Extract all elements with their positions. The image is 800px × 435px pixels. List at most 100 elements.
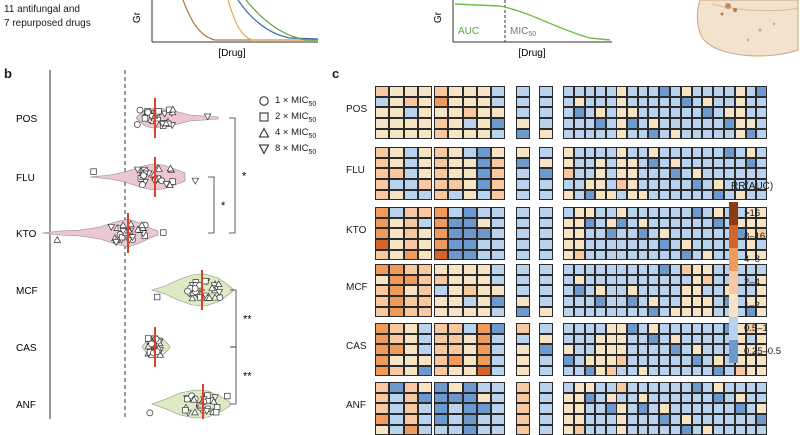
heatmap-cell bbox=[756, 207, 768, 218]
heatmap-cell bbox=[745, 179, 757, 190]
data-point-square bbox=[212, 409, 220, 416]
heatmap-cell bbox=[595, 86, 607, 97]
heatmap-cell bbox=[462, 147, 477, 158]
heatmap-cell bbox=[448, 344, 463, 356]
heatmap-cell bbox=[403, 228, 418, 240]
heatmap-cell bbox=[491, 274, 506, 286]
heatmap-cell bbox=[680, 207, 692, 218]
heatmap-cell bbox=[434, 217, 449, 229]
heatmap-cell bbox=[539, 365, 554, 377]
heatmap-cell bbox=[637, 207, 649, 218]
heatmap-cell bbox=[724, 179, 735, 190]
panel-c-label-cas: CAS bbox=[346, 341, 367, 352]
heatmap-cell bbox=[573, 217, 585, 229]
heatmap-cell bbox=[595, 403, 607, 415]
heatmap-cell bbox=[462, 285, 477, 297]
heatmap-cell bbox=[375, 228, 390, 240]
heatmap-cell bbox=[389, 306, 404, 318]
heatmap-cell bbox=[713, 323, 724, 334]
heatmap-cell bbox=[462, 392, 477, 404]
heatmap-cell bbox=[724, 189, 735, 201]
heatmap-cell bbox=[563, 128, 574, 140]
data-point-triangle-down bbox=[112, 239, 120, 247]
heatmap-cell bbox=[616, 355, 627, 366]
data-point-circle bbox=[148, 340, 155, 348]
heatmap-cell bbox=[539, 96, 554, 108]
data-point-circle bbox=[191, 284, 199, 292]
heatmap-cell bbox=[691, 96, 703, 108]
heatmap-cell bbox=[584, 179, 596, 190]
heatmap-cell bbox=[680, 157, 692, 169]
heatmap-cell bbox=[403, 107, 418, 119]
heatmap-cell bbox=[417, 333, 433, 345]
heatmap-cell bbox=[516, 86, 531, 97]
heatmap-cell bbox=[691, 207, 703, 218]
heatmap-cell bbox=[637, 189, 649, 201]
heatmap-cell bbox=[375, 285, 390, 297]
heatmap-cell bbox=[616, 249, 627, 261]
heatmap-cell bbox=[702, 296, 714, 307]
heatmap-cell bbox=[448, 355, 463, 366]
heatmap-cell bbox=[659, 128, 670, 140]
panel-b-label-mcf: MCF bbox=[16, 286, 38, 297]
heatmap-cell bbox=[516, 365, 531, 377]
heatmap-cell bbox=[417, 217, 433, 229]
heatmap-cell bbox=[713, 424, 724, 435]
heatmap-cell bbox=[745, 424, 757, 435]
heatmap-cell bbox=[462, 274, 477, 286]
heatmap-cell bbox=[448, 96, 463, 108]
heatmap-cell bbox=[516, 333, 531, 345]
data-point-triangle-up bbox=[119, 221, 127, 229]
heatmap-cell bbox=[539, 306, 554, 318]
heatmap-cell bbox=[702, 147, 714, 158]
heatmap-cell bbox=[713, 355, 724, 366]
heatmap-cell bbox=[417, 323, 433, 334]
heatmap-cell bbox=[648, 382, 660, 393]
heatmap-cell bbox=[584, 323, 596, 334]
heatmap-cell bbox=[403, 157, 418, 169]
heatmap-cell bbox=[691, 217, 703, 229]
heatmap-cell bbox=[702, 264, 714, 275]
heatmap-cell bbox=[389, 118, 404, 129]
heatmap-cell bbox=[434, 285, 449, 297]
heatmap-cell bbox=[476, 217, 492, 229]
heatmap-cell bbox=[648, 96, 660, 108]
heatmap-cell bbox=[462, 96, 477, 108]
data-point-triangle-up bbox=[190, 395, 198, 403]
heatmap-cell bbox=[680, 228, 692, 240]
heatmap-cell bbox=[616, 128, 627, 140]
heatmap-cell bbox=[702, 168, 714, 180]
heatmap-cell bbox=[476, 118, 492, 129]
heatmap-cell bbox=[659, 107, 670, 119]
heatmap-cell bbox=[595, 365, 607, 377]
heatmap-cell bbox=[637, 179, 649, 190]
heatmap-cell bbox=[462, 365, 477, 377]
heatmap-cell bbox=[573, 179, 585, 190]
heatmap-cell bbox=[491, 344, 506, 356]
heatmap-cell bbox=[491, 424, 506, 435]
heatmap-cell bbox=[659, 365, 670, 377]
heatmap-cell bbox=[563, 414, 574, 425]
heatmap-cell bbox=[680, 296, 692, 307]
heatmap-cell bbox=[573, 323, 585, 334]
heatmap-cell bbox=[616, 382, 627, 393]
heatmap-cell bbox=[375, 249, 390, 261]
heatmap-cell bbox=[745, 207, 757, 218]
heatmap-cell bbox=[756, 168, 768, 180]
heatmap-cell bbox=[626, 107, 638, 119]
curve-blue bbox=[237, 0, 319, 40]
heatmap-cell bbox=[389, 239, 404, 250]
heatmap-cell bbox=[434, 274, 449, 286]
petri-dish-illustration bbox=[696, 0, 799, 57]
data-point-circle bbox=[136, 106, 144, 114]
heatmap-cell bbox=[476, 207, 492, 218]
heatmap-cell bbox=[584, 424, 596, 435]
heatmap-cell bbox=[584, 86, 596, 97]
heatmap-cell bbox=[626, 189, 638, 201]
heatmap-cell bbox=[595, 355, 607, 366]
heatmap-cell bbox=[516, 392, 531, 404]
data-point-triangle-up bbox=[214, 280, 223, 287]
heatmap-cell bbox=[563, 228, 574, 240]
heatmap-cell bbox=[375, 414, 390, 425]
